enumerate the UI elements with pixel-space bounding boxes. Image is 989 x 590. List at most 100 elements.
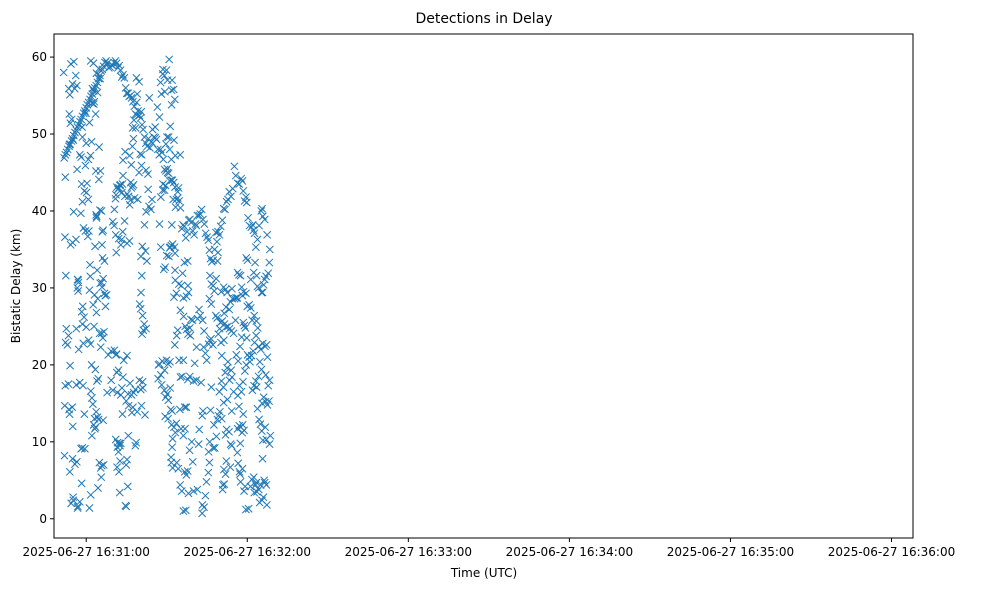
data-point — [185, 323, 194, 332]
data-point — [112, 59, 121, 68]
data-point — [160, 71, 169, 80]
data-point — [183, 467, 192, 476]
data-point — [116, 439, 125, 448]
x-tick-label: 2025-06-27 16:31:00 — [22, 545, 149, 559]
data-point — [161, 263, 170, 272]
data-point — [246, 482, 255, 491]
data-point — [209, 444, 218, 452]
data-point — [94, 175, 103, 184]
data-point — [97, 66, 106, 75]
data-point — [157, 90, 166, 98]
data-point — [234, 357, 243, 365]
data-point — [82, 188, 91, 197]
data-point — [125, 151, 134, 160]
data-point — [137, 288, 145, 297]
data-point — [86, 260, 94, 269]
data-point — [249, 347, 258, 355]
data-point — [210, 287, 219, 295]
data-point — [221, 368, 230, 377]
data-point — [82, 139, 91, 148]
data-point — [86, 272, 95, 281]
data-point — [69, 496, 78, 505]
data-point — [131, 110, 140, 118]
data-point — [71, 71, 80, 80]
data-point — [87, 137, 96, 146]
data-point — [172, 458, 181, 467]
data-point — [143, 170, 152, 178]
data-point — [243, 302, 252, 311]
data-point — [231, 171, 240, 180]
data-point — [118, 180, 127, 188]
data-point — [116, 180, 125, 189]
data-point — [112, 350, 121, 359]
data-point — [118, 410, 127, 419]
data-point — [65, 410, 74, 419]
data-point — [246, 275, 255, 284]
data-point — [264, 381, 273, 390]
data-point — [183, 330, 192, 339]
data-point — [95, 143, 104, 152]
data-point — [261, 423, 270, 432]
data-point — [65, 110, 74, 118]
data-point — [258, 454, 267, 463]
data-point — [248, 220, 257, 229]
data-point — [194, 440, 203, 449]
data-point — [166, 357, 174, 366]
data-point — [121, 501, 130, 510]
data-point — [254, 372, 263, 381]
data-point — [104, 63, 113, 72]
data-point — [257, 365, 266, 374]
data-point — [167, 100, 176, 109]
data-point — [207, 300, 216, 309]
data-point — [262, 340, 271, 349]
data-point — [149, 133, 158, 142]
data-point — [239, 187, 248, 195]
data-point — [176, 306, 185, 315]
data-point — [85, 118, 94, 127]
data-point — [121, 83, 130, 92]
data-point — [263, 230, 272, 239]
data-point — [236, 470, 244, 479]
data-point — [219, 465, 228, 474]
data-point — [120, 192, 129, 201]
data-point — [118, 227, 127, 236]
data-point — [214, 227, 222, 236]
data-point — [138, 120, 147, 129]
data-point — [238, 291, 247, 300]
data-point — [68, 80, 77, 88]
data-point — [215, 407, 224, 416]
data-point — [133, 407, 142, 416]
y-tick-label: 50 — [32, 127, 47, 141]
data-point — [68, 422, 77, 431]
data-point — [97, 473, 106, 482]
data-point — [171, 203, 180, 212]
data-point — [88, 90, 97, 98]
data-point — [135, 168, 144, 177]
data-point — [137, 107, 146, 116]
data-point — [108, 386, 117, 395]
data-point — [125, 200, 134, 209]
data-point — [61, 173, 70, 182]
data-point — [110, 346, 119, 355]
data-point — [251, 377, 260, 385]
data-point — [76, 209, 85, 218]
data-point — [137, 161, 146, 170]
data-point — [167, 220, 176, 229]
data-point — [176, 203, 185, 212]
data-point — [244, 504, 253, 513]
data-point — [197, 205, 206, 214]
data-point — [223, 357, 232, 366]
y-tick-label: 0 — [39, 512, 47, 526]
data-point — [132, 438, 141, 447]
data-point — [172, 419, 181, 428]
data-point — [84, 227, 93, 235]
data-point — [115, 488, 124, 497]
y-tick-label: 20 — [32, 358, 47, 372]
data-point — [223, 288, 232, 297]
data-point — [205, 294, 214, 303]
data-point — [211, 311, 220, 320]
data-point — [222, 197, 231, 206]
data-point — [198, 509, 207, 518]
data-point — [179, 356, 188, 365]
data-point — [130, 116, 138, 125]
